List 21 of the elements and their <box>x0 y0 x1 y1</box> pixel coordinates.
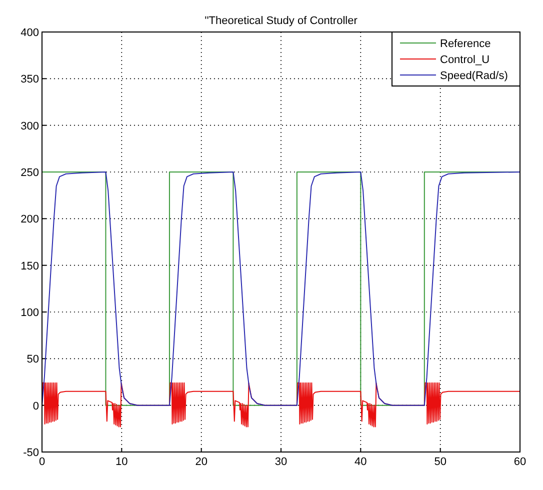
x-tick-label: 40 <box>354 456 367 468</box>
y-tick-label: 350 <box>20 74 39 86</box>
y-tick-label: 200 <box>20 214 39 226</box>
x-tick-label: 50 <box>434 456 446 468</box>
x-tick-label: 10 <box>116 456 128 468</box>
y-tick-label: 50 <box>26 354 39 366</box>
x-tick-label: 30 <box>274 456 288 468</box>
legend-label: Speed(Rad/s) <box>440 70 508 82</box>
y-tick-label: 150 <box>20 260 39 272</box>
y-tick-label: 400 <box>20 27 39 39</box>
y-tick-label: 100 <box>20 307 39 319</box>
line-series <box>42 382 520 428</box>
legend-label: Control_U <box>440 54 490 66</box>
legend-label: Reference <box>440 38 491 50</box>
chart-title: ''Theoretical Study of Controller <box>204 15 358 27</box>
y-tick-label: 250 <box>20 167 39 179</box>
y-tick-label: 0 <box>32 400 39 412</box>
y-tick-label: -50 <box>23 447 39 459</box>
x-tick-label: 60 <box>514 456 526 468</box>
y-tick-label: 300 <box>20 120 39 132</box>
x-tick-label: 20 <box>195 456 208 468</box>
